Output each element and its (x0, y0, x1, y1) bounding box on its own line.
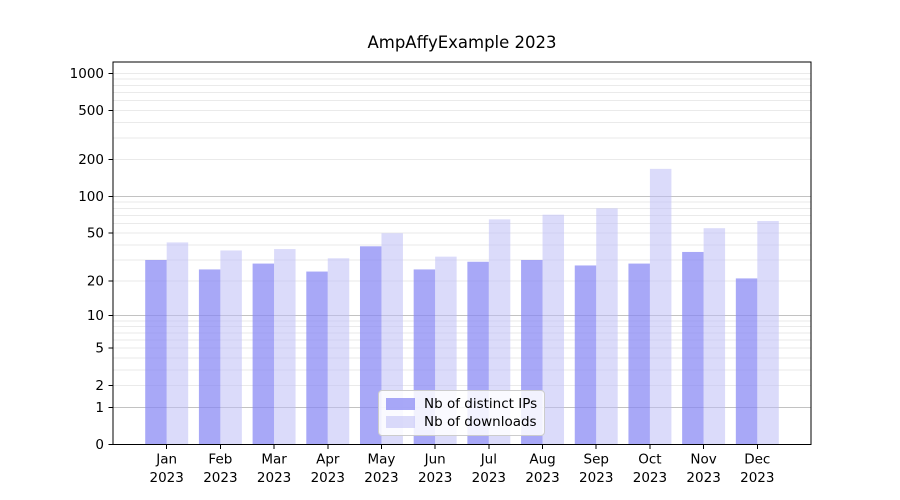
legend-swatch-downloads (386, 416, 415, 428)
bar-downloads-feb (220, 250, 242, 445)
x-tick-label-year: 2023 (311, 470, 345, 486)
y-tick-label: 100 (78, 189, 104, 205)
x-tick-label-year: 2023 (472, 470, 506, 486)
bar-distinct-ips-oct (628, 263, 650, 445)
x-tick-label-year: 2023 (150, 470, 184, 486)
y-tick-label: 5 (95, 341, 104, 357)
x-tick-label-month: Jul (480, 452, 497, 468)
x-tick-label-month: Aug (529, 452, 555, 468)
x-tick-label-year: 2023 (418, 470, 452, 486)
bar-downloads-nov (703, 228, 726, 445)
y-tick-label: 1 (95, 400, 104, 416)
y-tick-label: 10 (87, 308, 104, 324)
bar-downloads-dec (757, 221, 779, 445)
bar-distinct-ips-nov (682, 251, 704, 445)
bar-downloads-jul (488, 219, 511, 445)
x-tick-label-month: Nov (690, 452, 716, 468)
bar-downloads-jan (166, 242, 189, 445)
legend-item-distinct-ips: Nb of distinct IPs (386, 396, 544, 412)
y-tick-label: 20 (87, 273, 104, 289)
legend: Nb of distinct IPs Nb of downloads (378, 390, 545, 436)
plot-border (112, 61, 812, 445)
x-tick-label-year: 2023 (203, 470, 237, 486)
y-tick-label: 50 (87, 226, 104, 242)
x-tick-label-month: May (368, 452, 396, 468)
bar-downloads-apr (327, 258, 350, 445)
legend-swatch-distinct-ips (386, 398, 415, 410)
bar-downloads-aug (542, 214, 565, 445)
bar-distinct-ips-dec (735, 278, 758, 445)
bar-distinct-ips-mar (252, 263, 275, 445)
bar-distinct-ips-feb (198, 269, 221, 445)
x-tick-label-month: Feb (208, 452, 232, 468)
x-tick-label-year: 2023 (257, 470, 291, 486)
chart-title: AmpAffyExample 2023 (367, 33, 557, 52)
x-tick-label-year: 2023 (364, 470, 398, 486)
y-tick-label: 500 (78, 103, 104, 119)
x-tick-label-month: Apr (316, 452, 340, 468)
legend-label-downloads: Nb of downloads (424, 414, 537, 430)
x-tick-label-month: Sep (584, 452, 609, 468)
x-tick-label-month: Mar (261, 452, 287, 468)
x-tick-label-month: Jun (424, 452, 446, 468)
bar-distinct-ips-apr (306, 271, 328, 445)
bar-distinct-ips-sep (574, 265, 597, 445)
x-tick-label-year: 2023 (686, 470, 720, 486)
bar-downloads-sep (596, 208, 618, 445)
y-tick-label: 2 (95, 378, 104, 394)
y-tick-label: 1000 (70, 66, 104, 82)
x-tick-label-year: 2023 (740, 470, 774, 486)
bar-downloads-mar (274, 249, 296, 445)
legend-label-distinct-ips: Nb of distinct IPs (424, 396, 538, 412)
x-tick-label-year: 2023 (633, 470, 667, 486)
x-tick-label-month: Dec (744, 452, 770, 468)
bar-distinct-ips-jan (145, 259, 167, 445)
x-tick-label-year: 2023 (525, 470, 559, 486)
y-tick-label: 0 (95, 437, 104, 453)
y-tick-label: 200 (78, 152, 104, 168)
legend-item-downloads: Nb of downloads (386, 414, 544, 430)
bar-distinct-ips-may (359, 246, 382, 445)
x-tick-label-year: 2023 (579, 470, 613, 486)
x-tick-label-month: Jan (155, 452, 177, 468)
x-tick-label-month: Oct (638, 452, 661, 468)
bar-downloads-oct (649, 168, 672, 445)
